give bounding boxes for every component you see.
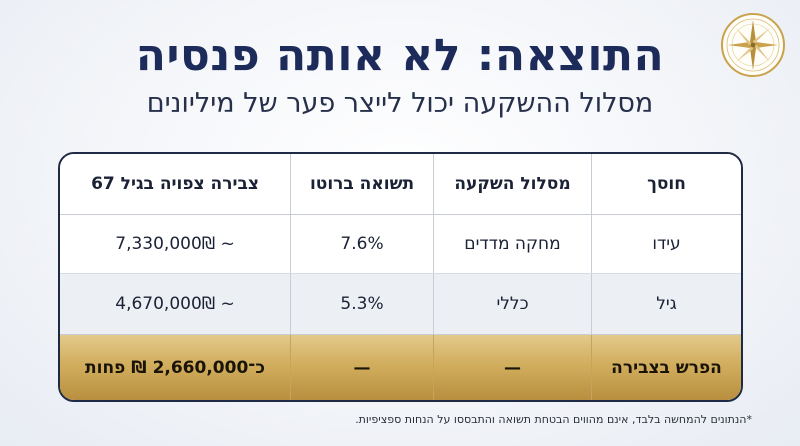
header-accumulation: צבירה צפויה בגיל 67: [91, 174, 259, 194]
cell-return: 7.6%: [290, 215, 433, 273]
header-saver: חוסך: [591, 154, 741, 214]
total-return: —: [290, 335, 433, 400]
header-return: תשואה ברוטו: [290, 154, 433, 214]
table-row: גיל כללי 5.3% 4,670,000₪ ~: [60, 274, 741, 335]
cell-accumulation: 7,330,000₪ ~: [115, 234, 235, 254]
table-row: עידו מחקה מדדים 7.6% 7,330,000₪ ~: [60, 215, 741, 274]
disclaimer-footnote: *הנתונים להמחשה בלבד, אינם מהווים הבטחת …: [355, 413, 752, 426]
page-title: התוצאה: לא אותה פנסיה: [135, 30, 665, 81]
total-track: —: [433, 335, 591, 400]
cell-track: מחקה מדדים: [433, 215, 591, 273]
compass-logo: [720, 12, 786, 78]
cell-accumulation: 4,670,000₪ ~: [115, 294, 235, 314]
compass-rose-icon: [721, 13, 785, 77]
cell-track: כללי: [433, 274, 591, 334]
total-accumulation: כ־2,660,000 ₪ פחות: [85, 357, 265, 378]
cell-return: 5.3%: [290, 274, 433, 334]
table-header-row: חוסך מסלול השקעה תשואה ברוטו צבירה צפויה…: [60, 154, 741, 215]
total-label: הפרש בצבירה: [591, 335, 741, 400]
page-subtitle: מסלול ההשקעה יכול לייצר פער של מיליונים: [146, 88, 654, 119]
comparison-table: חוסך מסלול השקעה תשואה ברוטו צבירה צפויה…: [58, 152, 743, 402]
cell-saver: עידו: [591, 215, 741, 273]
header-track: מסלול השקעה: [433, 154, 591, 214]
table-total-row: הפרש בצבירה — — כ־2,660,000 ₪ פחות: [60, 335, 741, 400]
cell-saver: גיל: [591, 274, 741, 334]
